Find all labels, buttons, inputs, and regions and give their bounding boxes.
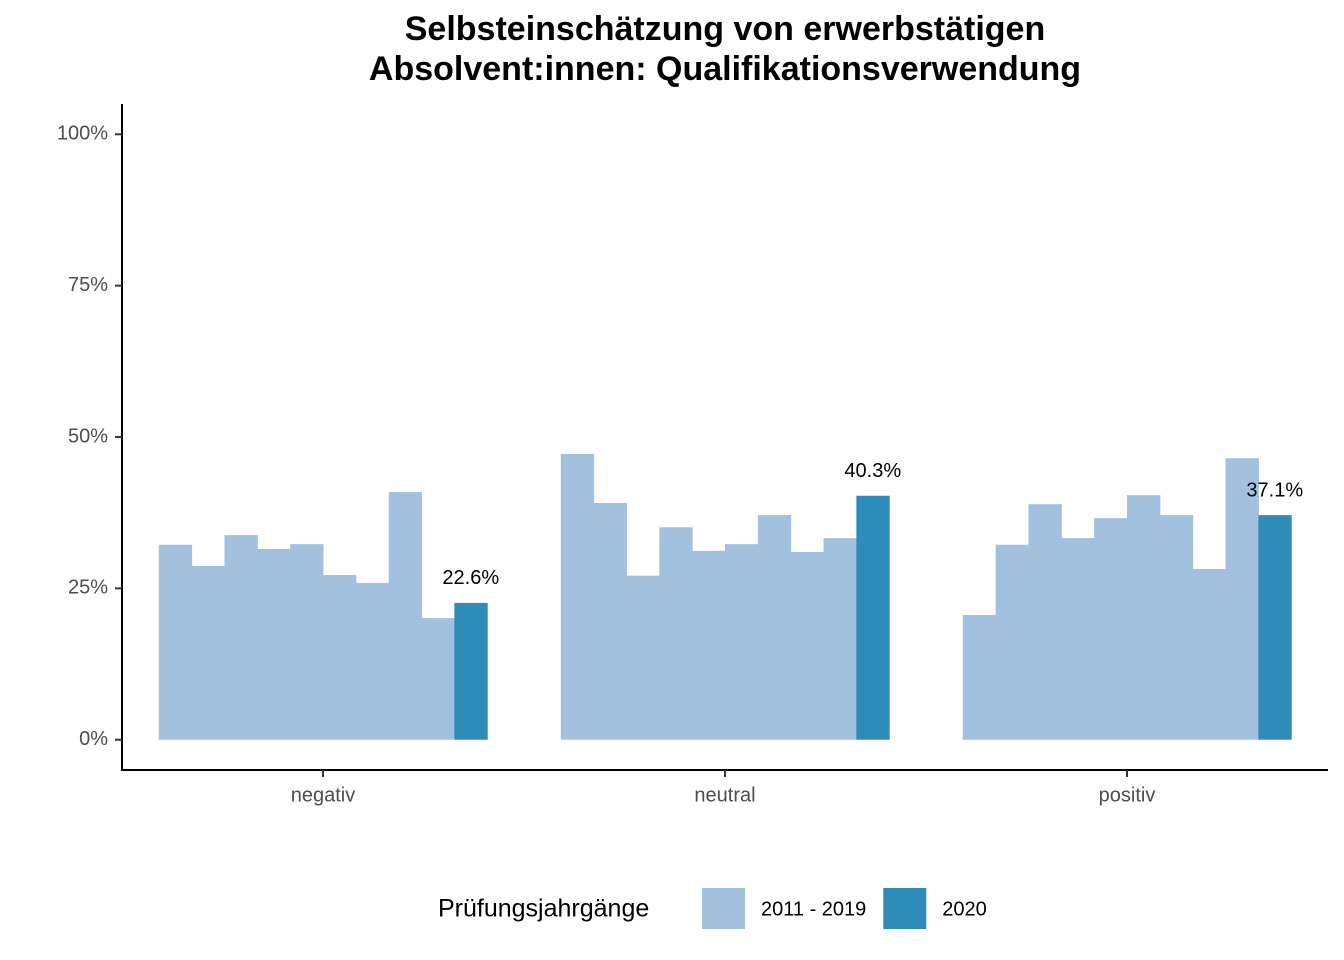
bar bbox=[593, 502, 627, 740]
bar bbox=[725, 544, 759, 740]
legend-swatch bbox=[702, 888, 745, 929]
chart-title: Selbsteinschätzung von erwerbstätigen bbox=[405, 10, 1045, 48]
bar bbox=[1159, 515, 1194, 740]
value-label: 22.6% bbox=[442, 567, 499, 589]
legend-title: Prüfungsjahrgänge bbox=[438, 895, 649, 923]
bar bbox=[757, 515, 792, 740]
y-tick-label: 50% bbox=[68, 425, 108, 447]
bar bbox=[421, 618, 455, 740]
bar bbox=[659, 527, 693, 740]
bar bbox=[995, 544, 1029, 740]
value-label: 37.1% bbox=[1246, 479, 1303, 501]
bar bbox=[560, 453, 595, 740]
bar bbox=[1094, 518, 1128, 740]
y-tick-label: 25% bbox=[68, 577, 108, 599]
bar bbox=[1061, 538, 1095, 740]
bar bbox=[323, 575, 357, 740]
bar bbox=[388, 492, 423, 740]
bar bbox=[224, 535, 258, 740]
bar bbox=[790, 552, 825, 740]
x-tick-label: negativ bbox=[291, 784, 356, 806]
bar bbox=[191, 565, 225, 740]
bar bbox=[856, 495, 890, 740]
bar bbox=[1127, 495, 1161, 740]
legend-label: 2011 - 2019 bbox=[761, 898, 866, 920]
x-tick-label: neutral bbox=[694, 784, 755, 806]
value-label: 40.3% bbox=[844, 460, 901, 482]
bar bbox=[1192, 568, 1227, 740]
bar bbox=[692, 550, 726, 740]
bar bbox=[626, 575, 660, 740]
bar bbox=[454, 602, 488, 740]
legend-swatch bbox=[883, 888, 927, 929]
y-tick-label: 75% bbox=[68, 274, 108, 296]
bar bbox=[1258, 515, 1292, 740]
y-tick-label: 100% bbox=[57, 123, 108, 145]
y-tick-label: 0% bbox=[79, 728, 108, 750]
chart-title: Absolvent:innen: Qualifikationsverwendun… bbox=[369, 50, 1081, 88]
bar bbox=[962, 615, 997, 740]
legend-label: 2020 bbox=[942, 898, 987, 920]
bar bbox=[290, 544, 324, 740]
bar bbox=[1028, 504, 1062, 740]
x-tick-label: positiv bbox=[1099, 784, 1156, 806]
bar bbox=[823, 538, 857, 740]
bar bbox=[257, 549, 291, 740]
bar bbox=[158, 544, 193, 740]
bar bbox=[1225, 458, 1259, 740]
bar bbox=[355, 582, 390, 740]
